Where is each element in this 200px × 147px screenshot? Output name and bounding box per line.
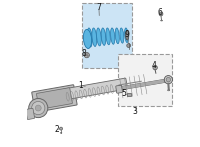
Ellipse shape: [83, 29, 92, 49]
FancyBboxPatch shape: [116, 85, 122, 93]
Circle shape: [32, 101, 45, 115]
Ellipse shape: [126, 31, 129, 40]
Circle shape: [84, 52, 89, 58]
Bar: [127, 93, 131, 96]
Circle shape: [164, 76, 172, 84]
Bar: [82, 3, 132, 68]
Circle shape: [29, 98, 48, 118]
Circle shape: [159, 12, 163, 16]
Circle shape: [60, 127, 63, 130]
Ellipse shape: [120, 28, 124, 43]
Text: 3: 3: [133, 107, 138, 116]
Text: 5: 5: [122, 89, 127, 98]
Circle shape: [35, 105, 41, 111]
Circle shape: [153, 65, 157, 70]
FancyBboxPatch shape: [32, 85, 77, 112]
Ellipse shape: [168, 90, 170, 91]
Bar: [118, 54, 172, 106]
Ellipse shape: [97, 28, 101, 46]
Text: 6: 6: [157, 8, 162, 17]
Ellipse shape: [111, 28, 115, 44]
FancyBboxPatch shape: [26, 108, 35, 120]
Circle shape: [166, 77, 171, 82]
Ellipse shape: [87, 28, 92, 47]
Text: 7: 7: [97, 2, 101, 12]
Text: 9: 9: [125, 30, 130, 40]
Text: 4: 4: [152, 61, 156, 70]
Ellipse shape: [106, 28, 110, 45]
Ellipse shape: [115, 28, 119, 44]
Text: 2: 2: [55, 125, 59, 134]
FancyBboxPatch shape: [36, 88, 72, 109]
Text: 8: 8: [81, 49, 86, 58]
FancyBboxPatch shape: [64, 78, 128, 100]
Ellipse shape: [125, 28, 128, 43]
Ellipse shape: [101, 28, 106, 45]
Ellipse shape: [92, 28, 97, 46]
Text: 1: 1: [79, 81, 83, 90]
Circle shape: [127, 44, 131, 47]
Ellipse shape: [161, 20, 163, 21]
